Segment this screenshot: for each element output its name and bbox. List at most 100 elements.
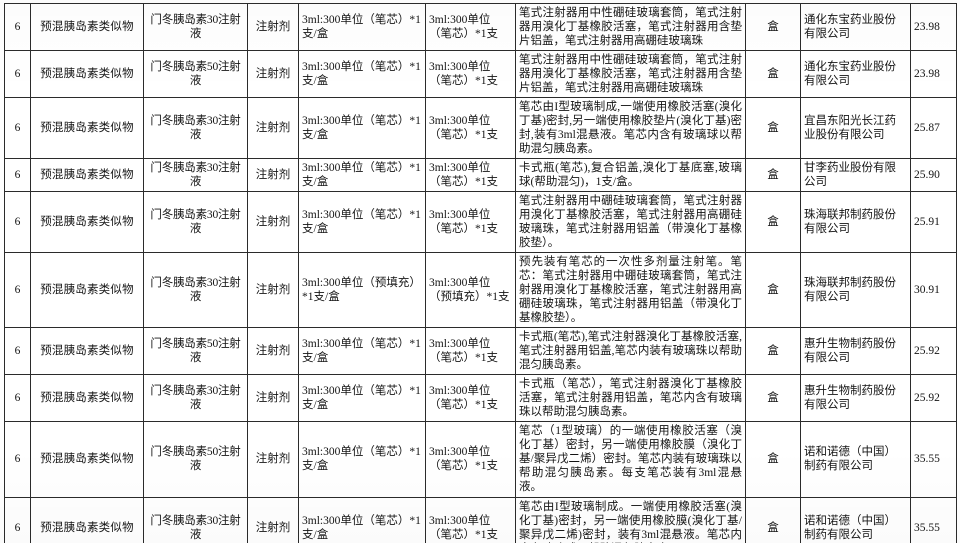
cell-specification: 3ml:300单位（笔芯）*1支/盒 — [298, 2, 426, 52]
cell-group: 6 — [4, 158, 31, 193]
cell-package-spec: 3ml:300单位（笔芯）*1支 — [425, 158, 516, 193]
cell-category: 预混胰岛素类似物 — [30, 421, 144, 498]
cell-group: 6 — [4, 496, 31, 543]
cell-dosage-form: 注射剂 — [247, 158, 299, 193]
cell-package-spec: 3ml:300单位（笔芯）*1支 — [425, 496, 516, 543]
cell-dosage-form: 注射剂 — [247, 327, 299, 376]
cell-manufacturer: 惠升生物制药股份有限公司 — [800, 327, 911, 376]
cell-manufacturer: 甘李药业股份有限公司 — [800, 158, 911, 193]
cell-price: 23.98 — [910, 50, 957, 99]
cell-price: 25.91 — [910, 191, 957, 254]
cell-generic-name: 门冬胰岛素30注射液 — [143, 191, 248, 254]
table-row: 6 预混胰岛素类似物 门冬胰岛素50注射液 注射剂 3ml:300单位（笔芯）*1支/盒… — [4, 327, 957, 376]
cell-packaging-description: 笔式注射器用中性硼硅玻璃套筒，笔式注射器用溴化丁基橡胶活塞，笔式注射器用含垫片铝… — [515, 2, 746, 52]
cell-dosage-form: 注射剂 — [247, 374, 299, 423]
table-row: 6 预混胰岛素类似物 门冬胰岛素30注射液 注射剂 3ml:300单位（笔芯）*1支/盒… — [4, 97, 957, 160]
cell-package-spec: 3ml:300单位（笔芯）*1支 — [425, 2, 516, 52]
cell-category: 预混胰岛素类似物 — [30, 50, 144, 99]
cell-specification: 3ml:300单位（笔芯）*1支/盒 — [298, 50, 426, 99]
drug-price-table: 6 预混胰岛素类似物 门冬胰岛素30注射液 注射剂 3ml:300单位（笔芯）*1支/盒… — [4, 2, 957, 543]
cell-generic-name: 门冬胰岛素30注射液 — [143, 158, 248, 193]
cell-unit: 盒 — [745, 50, 801, 99]
cell-specification: 3ml:300单位（笔芯）*1支/盒 — [298, 421, 426, 498]
cell-category: 预混胰岛素类似物 — [30, 374, 144, 423]
cell-category: 预混胰岛素类似物 — [30, 327, 144, 376]
cell-dosage-form: 注射剂 — [247, 421, 299, 498]
cell-dosage-form: 注射剂 — [247, 191, 299, 254]
cell-group: 6 — [4, 421, 31, 498]
cell-price: 25.90 — [910, 158, 957, 193]
cell-specification: 3ml:300单位（笔芯）*1支/盒 — [298, 496, 426, 543]
cell-specification: 3ml:300单位（预填充）*1支/盒 — [298, 252, 426, 329]
cell-manufacturer: 通化东宝药业股份有限公司 — [800, 2, 911, 52]
table-row: 6 预混胰岛素类似物 门冬胰岛素30注射液 注射剂 3ml:300单位（笔芯）*1支/盒… — [4, 191, 957, 254]
cell-dosage-form: 注射剂 — [247, 50, 299, 99]
cell-package-spec: 3ml:300单位（预填充）*1支 — [425, 252, 516, 329]
cell-manufacturer: 通化东宝药业股份有限公司 — [800, 50, 911, 99]
cell-unit: 盒 — [745, 97, 801, 160]
cell-package-spec: 3ml:300单位（笔芯）*1支 — [425, 191, 516, 254]
cell-packaging-description: 笔式注射器用中性硼硅玻璃套筒，笔式注射器用溴化丁基橡胶活塞，笔式注射器用含垫片铝… — [515, 50, 746, 99]
cell-package-spec: 3ml:300单位（笔芯）*1支 — [425, 97, 516, 160]
cell-group: 6 — [4, 327, 31, 376]
cell-group: 6 — [4, 50, 31, 99]
cell-unit: 盒 — [745, 327, 801, 376]
cell-generic-name: 门冬胰岛素50注射液 — [143, 421, 248, 498]
table-row: 6 预混胰岛素类似物 门冬胰岛素30注射液 注射剂 3ml:300单位（笔芯）*1支/盒… — [4, 496, 957, 543]
cell-packaging-description: 卡式瓶（笔芯），笔式注射器溴化丁基橡胶活塞，笔式注射器用铝盖，笔芯内含有玻璃珠以… — [515, 374, 746, 423]
cell-specification: 3ml:300单位（笔芯）*1支/盒 — [298, 158, 426, 193]
cell-price: 25.87 — [910, 97, 957, 160]
cell-price: 35.55 — [910, 496, 957, 543]
cell-category: 预混胰岛素类似物 — [30, 158, 144, 193]
cell-generic-name: 门冬胰岛素50注射液 — [143, 50, 248, 99]
table-row: 6 预混胰岛素类似物 门冬胰岛素30注射液 注射剂 3ml:300单位（笔芯）*1支/盒… — [4, 374, 957, 423]
cell-packaging-description: 卡式瓶(笔芯),笔式注射器溴化丁基橡胶活塞,笔式注射器用铝盖,笔芯内装有玻璃珠以… — [515, 327, 746, 376]
cell-manufacturer: 惠升生物制药股份有限公司 — [800, 374, 911, 423]
cell-packaging-description: 笔式注射器用中硼硅玻璃套筒，笔式注射器用溴化丁基橡胶活塞，笔式注射器用高硼硅玻璃… — [515, 191, 746, 254]
cell-unit: 盒 — [745, 158, 801, 193]
cell-unit: 盒 — [745, 421, 801, 498]
cell-package-spec: 3ml:300单位（笔芯）*1支 — [425, 421, 516, 498]
cell-price: 30.91 — [910, 252, 957, 329]
cell-manufacturer: 珠海联邦制药股份有限公司 — [800, 252, 911, 329]
cell-dosage-form: 注射剂 — [247, 496, 299, 543]
cell-group: 6 — [4, 97, 31, 160]
cell-manufacturer: 珠海联邦制药股份有限公司 — [800, 191, 911, 254]
cell-unit: 盒 — [745, 2, 801, 52]
table-row: 6 预混胰岛素类似物 门冬胰岛素50注射液 注射剂 3ml:300单位（笔芯）*1支/盒… — [4, 50, 957, 99]
cell-generic-name: 门冬胰岛素30注射液 — [143, 252, 248, 329]
cell-price: 35.55 — [910, 421, 957, 498]
cell-generic-name: 门冬胰岛素30注射液 — [143, 496, 248, 543]
cell-manufacturer: 诺和诺德（中国）制药有限公司 — [800, 496, 911, 543]
cell-package-spec: 3ml:300单位（笔芯）*1支 — [425, 50, 516, 99]
cell-manufacturer: 诺和诺德（中国）制药有限公司 — [800, 421, 911, 498]
cell-price: 23.98 — [910, 2, 957, 52]
cell-category: 预混胰岛素类似物 — [30, 496, 144, 543]
cell-price: 25.92 — [910, 327, 957, 376]
cell-packaging-description: 卡式瓶(笔芯),复合铝盖,溴化丁基底塞,玻璃球(帮助混匀)，1支/盒。 — [515, 158, 746, 193]
cell-specification: 3ml:300单位（笔芯）*1支/盒 — [298, 97, 426, 160]
cell-packaging-description: 笔芯（1型玻璃）的一端使用橡胶活塞（溴化丁基）密封，另一端使用橡胶膜（溴化丁基/… — [515, 421, 746, 498]
cell-generic-name: 门冬胰岛素30注射液 — [143, 97, 248, 160]
cell-group: 6 — [4, 252, 31, 329]
cell-package-spec: 3ml:300单位（笔芯）*1支 — [425, 327, 516, 376]
cell-unit: 盒 — [745, 374, 801, 423]
cell-dosage-form: 注射剂 — [247, 252, 299, 329]
cell-dosage-form: 注射剂 — [247, 2, 299, 52]
cell-category: 预混胰岛素类似物 — [30, 2, 144, 52]
cell-category: 预混胰岛素类似物 — [30, 97, 144, 160]
cell-dosage-form: 注射剂 — [247, 97, 299, 160]
cell-manufacturer: 宜昌东阳光长江药业股份有限公司 — [800, 97, 911, 160]
cell-unit: 盒 — [745, 252, 801, 329]
cell-packaging-description: 预先装有笔芯的一次性多剂量注射笔。笔芯：笔式注射器用中硼硅玻璃套筒，笔式注射器用… — [515, 252, 746, 329]
cell-group: 6 — [4, 374, 31, 423]
cell-group: 6 — [4, 2, 31, 52]
cell-specification: 3ml:300单位（笔芯）*1支/盒 — [298, 327, 426, 376]
cell-package-spec: 3ml:300单位（笔芯）*1支 — [425, 374, 516, 423]
cell-specification: 3ml:300单位（笔芯）*1支/盒 — [298, 374, 426, 423]
table-row: 6 预混胰岛素类似物 门冬胰岛素30注射液 注射剂 3ml:300单位（笔芯）*1支/盒… — [4, 158, 957, 193]
cell-group: 6 — [4, 191, 31, 254]
table-row: 6 预混胰岛素类似物 门冬胰岛素50注射液 注射剂 3ml:300单位（笔芯）*1支/盒… — [4, 421, 957, 498]
cell-generic-name: 门冬胰岛素50注射液 — [143, 327, 248, 376]
